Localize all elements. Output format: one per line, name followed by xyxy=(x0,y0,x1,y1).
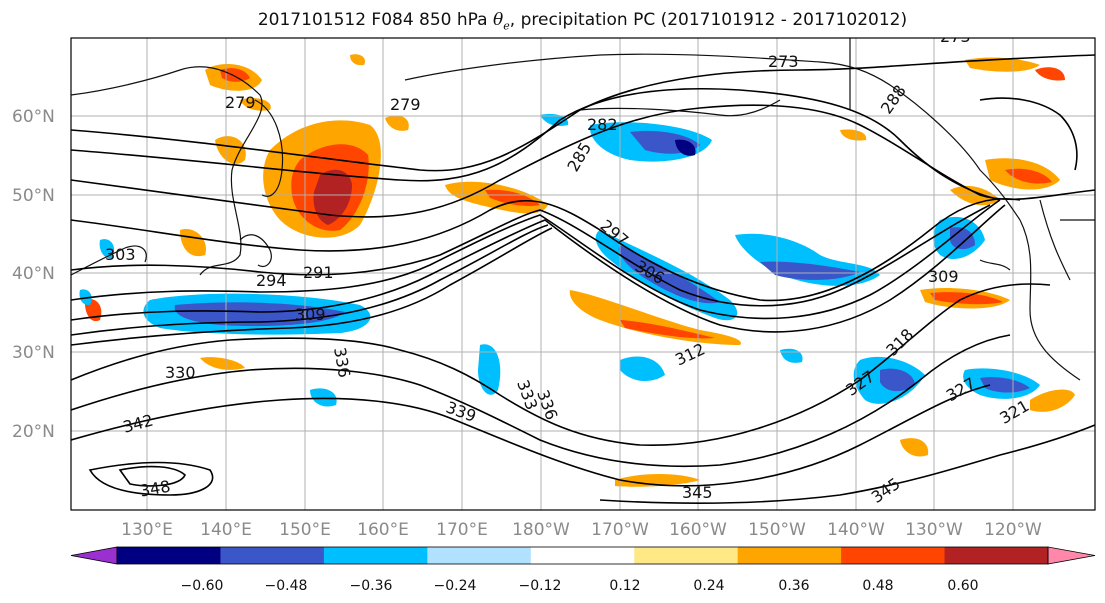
colorbar-tick: 0.60 xyxy=(947,578,978,594)
colorbar-tick: −0.24 xyxy=(434,578,477,594)
colorbar-extend-min xyxy=(70,546,118,565)
lon-label: 160°W xyxy=(669,520,727,540)
colorbar-segment xyxy=(117,547,221,564)
colorbar-extend-max xyxy=(1047,546,1096,565)
map-panel: 273 273 279 279 282 285 288 291 294 297 … xyxy=(71,27,1095,510)
colorbar-segment xyxy=(737,547,842,564)
contour-label: 330 xyxy=(165,363,196,382)
contour-label: 279 xyxy=(390,95,421,114)
colorbar-tick: 0.24 xyxy=(693,578,724,594)
lat-label: 60°N xyxy=(12,107,55,127)
lon-label: 160°E xyxy=(357,520,409,540)
lat-label: 20°N xyxy=(12,422,55,442)
colorbar-tick: −0.48 xyxy=(265,578,308,594)
contour-label: 273 xyxy=(768,52,799,71)
longitude-labels: 130°E 140°E 150°E 160°E 170°E 180°W 170°… xyxy=(121,520,1042,540)
colorbar xyxy=(70,546,1096,565)
colorbar-segment xyxy=(530,547,635,564)
colorbar-tick: 0.48 xyxy=(862,578,893,594)
lon-label: 120°W xyxy=(984,520,1042,540)
map-frame xyxy=(70,37,1096,511)
contour-label: 273 xyxy=(940,27,971,46)
colorbar-tick: 0.12 xyxy=(609,578,640,594)
graticule xyxy=(71,38,1095,510)
lat-label: 30°N xyxy=(12,343,55,363)
contour-label: 279 xyxy=(225,93,256,112)
latitude-labels: 60°N 50°N 40°N 30°N 20°N xyxy=(12,107,55,442)
colorbar-segment xyxy=(841,547,946,564)
theta-e-contours xyxy=(71,54,1095,505)
colorbar-frame xyxy=(116,546,1049,565)
lon-label: 180°W xyxy=(512,520,570,540)
lon-label: 170°W xyxy=(591,520,649,540)
contour-label: 309 xyxy=(928,267,959,286)
colorbar-segment xyxy=(944,547,1049,564)
colorbar-tick: 0.36 xyxy=(778,578,809,594)
contour-label: 294 xyxy=(256,271,287,290)
lon-label: 150°E xyxy=(279,520,331,540)
contour-label: 345 xyxy=(682,483,713,502)
lon-label: 140°E xyxy=(200,520,252,540)
colorbar-tick-labels: −0.60 −0.48 −0.36 −0.24 −0.12 0.12 0.24 … xyxy=(181,578,979,594)
contour-label: 282 xyxy=(587,115,618,134)
contour-label: 303 xyxy=(105,245,136,264)
lon-label: 170°E xyxy=(436,520,488,540)
colorbar-segment xyxy=(323,547,428,564)
lon-label: 130°W xyxy=(905,520,963,540)
colorbar-segment xyxy=(634,547,739,564)
colorbar-segment xyxy=(220,547,325,564)
colorbar-tick: −0.60 xyxy=(181,578,224,594)
lon-label: 150°W xyxy=(748,520,806,540)
colorbar-tick: −0.36 xyxy=(350,578,393,594)
lat-label: 50°N xyxy=(12,186,55,206)
lat-label: 40°N xyxy=(12,264,55,284)
colorbar-segment xyxy=(427,547,532,564)
colorbar-tick: −0.12 xyxy=(519,578,562,594)
lon-label: 130°E xyxy=(121,520,173,540)
chart-title: 2017101512 F084 850 hPa θe, precipitatio… xyxy=(257,10,908,33)
contour-label: 309 xyxy=(295,305,326,324)
lon-label: 140°W xyxy=(827,520,885,540)
contour-label: 291 xyxy=(303,263,334,282)
